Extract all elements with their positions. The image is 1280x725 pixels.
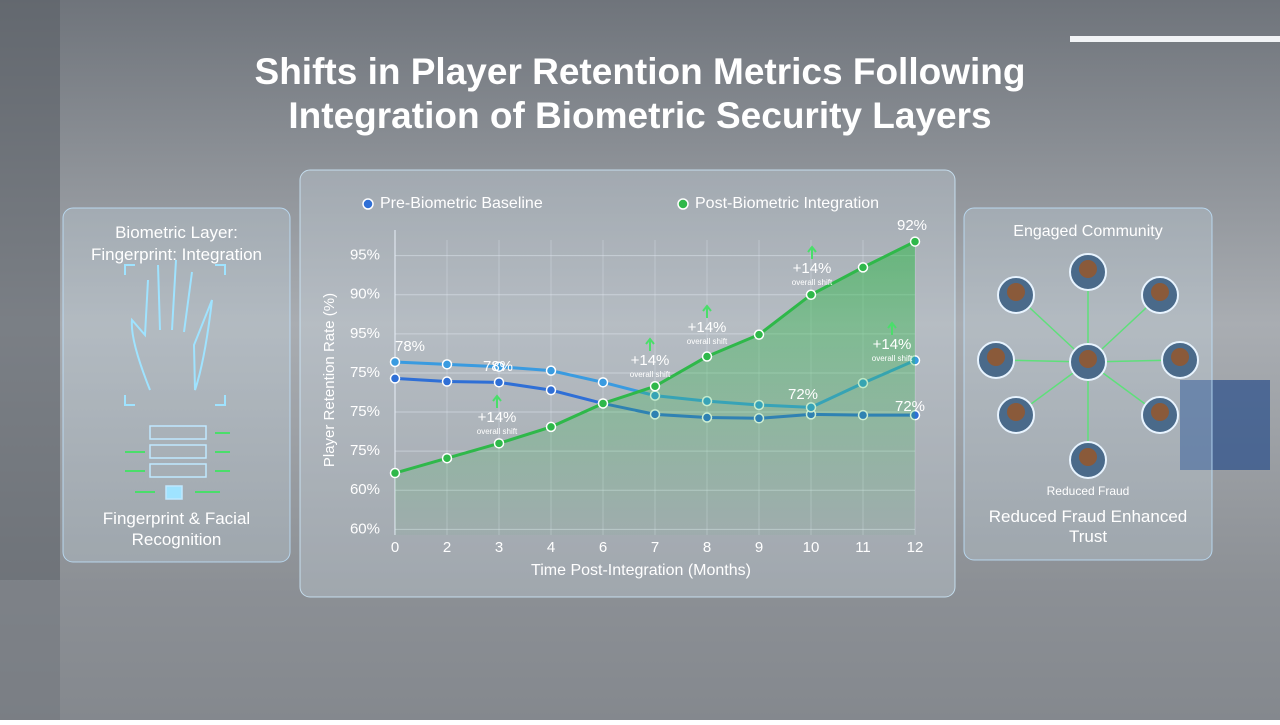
annotation-arrow [887, 321, 897, 335]
title-line: Integration of Biometric Security Layers [288, 95, 991, 136]
annotation-arrow [645, 337, 655, 351]
point [493, 438, 505, 449]
annotation: +14% [873, 336, 912, 353]
avatar-face [1079, 350, 1097, 368]
annotation-arrow [807, 245, 817, 259]
annotation: +14% [793, 260, 832, 277]
network [977, 253, 1199, 479]
point [389, 467, 401, 479]
x-tick-label: 6 [599, 539, 607, 556]
avatar-face [1151, 403, 1169, 421]
x-tick-label: 2 [443, 539, 451, 556]
hand-icon [124, 259, 226, 406]
monitor [1180, 380, 1270, 470]
title: Shifts in Player Retention Metrics Follo… [255, 51, 1026, 136]
annotation-sub: overall shift [872, 354, 913, 363]
annotation-sub: overall shift [792, 278, 833, 287]
annotation: +14% [631, 352, 670, 369]
point [389, 373, 401, 384]
legend-marker [362, 198, 374, 210]
y-tick-label: 75% [350, 364, 380, 381]
point [909, 236, 921, 247]
annotation-sub: overall shift [477, 427, 518, 436]
annotation-arrow [492, 394, 502, 408]
x-tick-label: 4 [547, 539, 555, 556]
point [649, 380, 661, 392]
point [701, 351, 713, 362]
y-axis-label: Player Retention Rate (%) [321, 293, 338, 467]
y-tick-label: 75% [350, 403, 380, 420]
y-tick-label: 95% [350, 325, 380, 342]
annotation: 78% [395, 338, 425, 355]
right-caption-box: Reduced Fraud Enhanced Trust [988, 507, 1188, 546]
left-panel-caption: Fingerprint & Facial Recognition [102, 509, 251, 549]
point [493, 377, 505, 388]
avatar-face [987, 348, 1005, 366]
y-tick-label: 75% [350, 442, 380, 459]
legend-marker [677, 198, 689, 210]
y-tick-label: 60% [350, 520, 380, 537]
point [545, 365, 557, 376]
avatar-face [1151, 283, 1169, 301]
point [493, 361, 505, 372]
annotation-sub: overall shift [630, 370, 671, 379]
point [597, 398, 609, 409]
legend-label: Pre-Biometric Baseline [380, 195, 543, 212]
x-tick-label: 10 [803, 539, 820, 556]
x-tick-label: 0 [391, 539, 399, 556]
avatar-face [1171, 348, 1189, 366]
avatar-face [1007, 283, 1025, 301]
annotation: +14% [478, 409, 517, 426]
avatar-face [1079, 448, 1097, 466]
floor [0, 580, 1280, 720]
avatar-face [1007, 403, 1025, 421]
annotation: 72% [788, 386, 818, 403]
right-panel-title: Engaged Community [1013, 223, 1162, 240]
x-tick-label: 12 [907, 539, 924, 556]
point [597, 377, 609, 388]
annotation: +14% [688, 319, 727, 336]
point [441, 376, 453, 387]
x-tick-label: 11 [855, 539, 871, 556]
point [545, 384, 557, 396]
left-caption-box: Fingerprint & Facial Recognition [102, 509, 251, 549]
y-tick-label: 90% [350, 286, 380, 303]
point [805, 289, 817, 300]
ceiling-light [1070, 36, 1280, 42]
point [389, 356, 401, 368]
y-tick-label: 95% [350, 247, 380, 264]
point [441, 359, 453, 370]
left-panel-title: Biometric Layer: Fingerprint: Integratio… [90, 223, 263, 264]
left-panel [62, 207, 291, 563]
annotation-sub: overall shift [687, 337, 728, 346]
point [441, 452, 453, 464]
point [857, 262, 869, 273]
y-tick-label: 60% [350, 481, 380, 498]
arrows [125, 432, 230, 493]
x-tick-label: 3 [495, 539, 503, 556]
right-panel-label: Reduced Fraud [1047, 484, 1130, 498]
legend-label: Post-Biometric Integration [695, 195, 879, 212]
annotation: 72% [895, 398, 925, 415]
x-tick-label: 7 [651, 539, 659, 556]
x-tick-label: 8 [703, 539, 711, 556]
right-panel-caption: Reduced Fraud Enhanced Trust [988, 507, 1188, 546]
x-tick-label: 9 [755, 539, 763, 556]
title-line: Shifts in Player Retention Metrics Follo… [255, 51, 1026, 92]
point [545, 421, 557, 433]
annotation: 78% [483, 358, 513, 375]
server-icon [149, 425, 207, 500]
point [753, 329, 765, 340]
avatar-face [1079, 260, 1097, 278]
annotation-arrow [702, 304, 712, 318]
left-title-box: Biometric Layer: Fingerprint: Integratio… [90, 223, 263, 264]
annotation: 92% [897, 217, 927, 234]
x-axis-label: Time Post-Integration (Months) [531, 562, 751, 579]
